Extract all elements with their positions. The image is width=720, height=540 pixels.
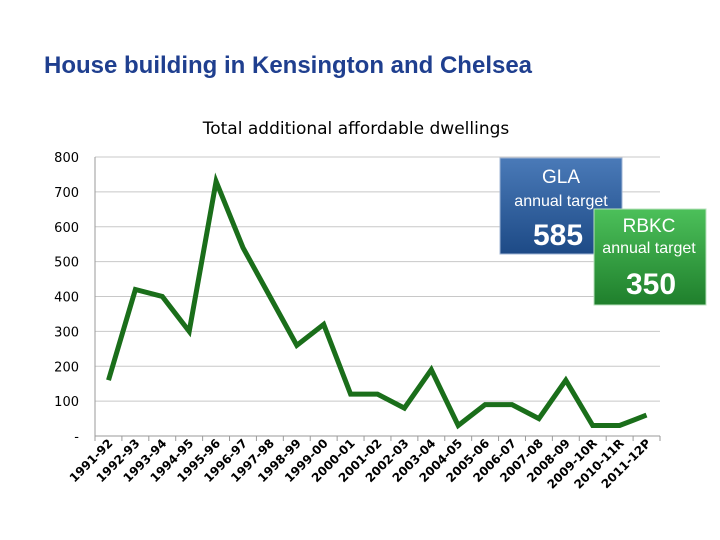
x-tick-labels: 1991-921992-931993-941994-951995-961996-… [67,436,654,492]
gla-target-value: 585 [533,219,583,252]
y-tick-label: - [74,430,79,445]
gla-target-box: GLA annual target 585 [499,157,623,255]
y-tick-label: 800 [54,151,79,166]
y-tick-label: 400 [54,291,79,306]
y-tick-labels: - 100 200 300 400 500 600 700 800 [54,151,79,445]
rbkc-subtitle: annual target [602,240,696,257]
rbkc-target-value: 350 [626,268,676,301]
slide-title: House building in Kensington and Chelsea [44,52,533,79]
rbkc-label: RBKC [623,216,676,237]
gla-label: GLA [542,167,580,188]
series-line [106,172,648,430]
y-tick-label: 700 [54,186,79,201]
chart-title: Total additional affordable dwellings [202,119,510,139]
y-tick-label: 600 [54,221,79,236]
y-tick-label: 300 [54,325,79,340]
y-tick-label: 100 [54,395,79,410]
data-series [106,172,648,430]
rbkc-target-box: RBKC annual target 350 [593,208,707,306]
axes [94,157,661,441]
y-tick-label: 500 [54,256,79,271]
gla-subtitle: annual target [514,193,608,210]
y-tick-label: 200 [54,360,79,375]
rbkc-box-background [593,208,707,306]
